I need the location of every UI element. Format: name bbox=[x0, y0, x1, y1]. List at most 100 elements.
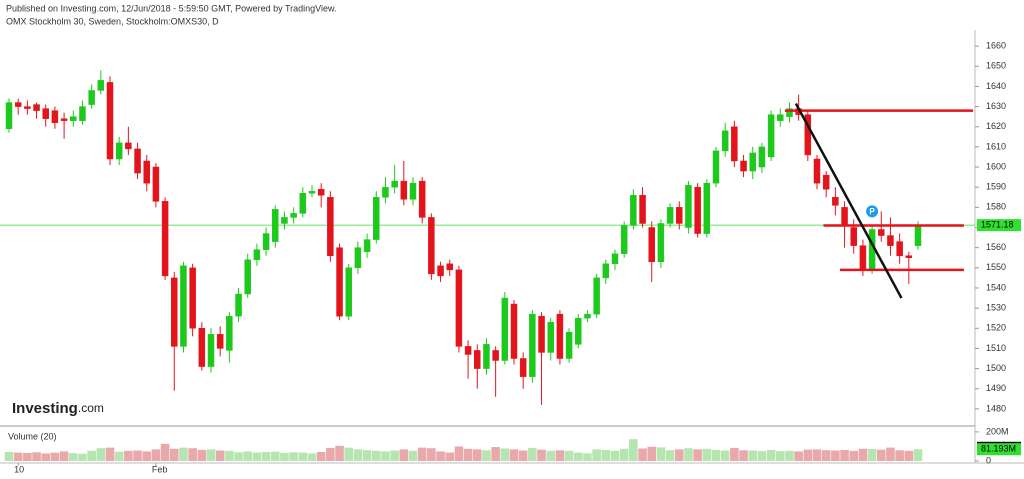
candle-body bbox=[382, 186, 389, 198]
volume-bar bbox=[482, 450, 491, 461]
candle-body bbox=[850, 227, 857, 246]
candle-body bbox=[216, 334, 224, 349]
candle-body bbox=[620, 225, 628, 254]
volume-bar bbox=[647, 446, 657, 461]
candle-body bbox=[804, 114, 812, 156]
volume-bar bbox=[179, 447, 188, 461]
candle-body bbox=[657, 223, 665, 263]
y-tick-label: 1520 bbox=[986, 323, 1006, 333]
volume-bar bbox=[702, 448, 712, 461]
volume-bar bbox=[68, 453, 78, 461]
volume-bar bbox=[748, 450, 758, 461]
candle-body bbox=[226, 315, 233, 351]
volume-bar bbox=[197, 449, 207, 461]
volume-bar bbox=[289, 452, 298, 461]
volume-bar bbox=[849, 450, 859, 461]
candle-body bbox=[24, 106, 31, 109]
candle-body bbox=[308, 190, 316, 194]
candle-body bbox=[42, 108, 49, 119]
volume-bar bbox=[913, 449, 923, 461]
volume-bar bbox=[546, 450, 556, 461]
candle-body bbox=[428, 217, 435, 275]
volume-bar bbox=[114, 451, 124, 461]
volume-bar bbox=[730, 447, 739, 461]
candle-body bbox=[317, 188, 325, 196]
chart-title: OMX Stockholm 30, Sweden, Stockholm:OMXS… bbox=[6, 16, 219, 26]
candle-body bbox=[161, 201, 169, 277]
x-tick-label: Feb bbox=[152, 464, 168, 474]
candle-body bbox=[519, 358, 527, 377]
volume-bar bbox=[720, 450, 730, 461]
candle-body bbox=[60, 118, 68, 121]
candle-body bbox=[464, 346, 472, 355]
volume-bar bbox=[399, 449, 409, 461]
y-tick-label: 1660 bbox=[986, 40, 1006, 50]
volume-bar bbox=[362, 450, 372, 461]
y-tick-label: 1650 bbox=[986, 61, 1006, 71]
volume-bar bbox=[188, 448, 197, 461]
candle-body bbox=[731, 126, 738, 162]
volume-bar bbox=[326, 447, 335, 461]
candle-body bbox=[33, 104, 40, 111]
y-tick-label: 1640 bbox=[986, 81, 1006, 91]
candle-body bbox=[712, 150, 720, 184]
candle-body bbox=[262, 233, 270, 250]
candle-body bbox=[134, 148, 141, 174]
volume-bar bbox=[656, 447, 666, 461]
volume-bar bbox=[298, 452, 308, 461]
candle-body bbox=[70, 116, 77, 121]
volume-label-box bbox=[977, 443, 1021, 456]
candle-body bbox=[786, 108, 793, 117]
volume-bar bbox=[840, 449, 849, 461]
volume-bar bbox=[803, 449, 813, 461]
volume-bar bbox=[601, 449, 611, 461]
candle-body bbox=[841, 207, 848, 226]
candle-body bbox=[189, 267, 196, 329]
volume-bar bbox=[32, 452, 41, 461]
candle-body bbox=[676, 207, 683, 224]
volume-bar bbox=[23, 453, 32, 461]
volume-title: Volume (20) bbox=[8, 431, 57, 441]
volume-bar bbox=[684, 448, 693, 461]
candle-body bbox=[721, 130, 729, 152]
volume-bar bbox=[215, 450, 225, 461]
candle-body bbox=[345, 267, 352, 317]
volume-bar bbox=[886, 447, 895, 461]
volume-label: 81.193M bbox=[981, 444, 1016, 454]
candle-body bbox=[630, 195, 637, 226]
volume-bar bbox=[665, 450, 675, 461]
candle-body bbox=[281, 217, 288, 224]
candle-body bbox=[290, 213, 297, 218]
volume-bar bbox=[583, 453, 592, 461]
candle-body bbox=[409, 182, 417, 200]
candle-body bbox=[822, 174, 830, 190]
candle-body bbox=[510, 303, 518, 359]
candle-body bbox=[639, 195, 646, 224]
volume-bar bbox=[225, 450, 234, 461]
volume-bar bbox=[133, 450, 142, 461]
candle-body bbox=[703, 182, 711, 234]
candle-body bbox=[244, 259, 251, 295]
volume-bar bbox=[417, 447, 427, 461]
volume-bar bbox=[509, 449, 519, 461]
marker-label: P bbox=[869, 207, 875, 216]
volume-bar bbox=[831, 450, 840, 461]
candle-body bbox=[299, 192, 307, 214]
volume-bar bbox=[739, 450, 748, 461]
volume-tick-label: 200M bbox=[986, 426, 1009, 436]
volume-bar bbox=[454, 446, 464, 461]
volume-bar bbox=[243, 451, 253, 461]
logo: Investing.com bbox=[12, 400, 104, 417]
volume-bar bbox=[436, 451, 445, 461]
volume-bar bbox=[867, 449, 877, 461]
candle-body bbox=[648, 227, 655, 263]
candle-body bbox=[437, 265, 444, 277]
candle-body bbox=[363, 239, 371, 252]
volume-bar bbox=[344, 447, 354, 461]
candle-body bbox=[602, 263, 610, 279]
volume-bar bbox=[261, 451, 271, 461]
volume-bar bbox=[794, 451, 803, 461]
candle-body bbox=[575, 317, 582, 345]
volume-bar bbox=[353, 449, 363, 461]
